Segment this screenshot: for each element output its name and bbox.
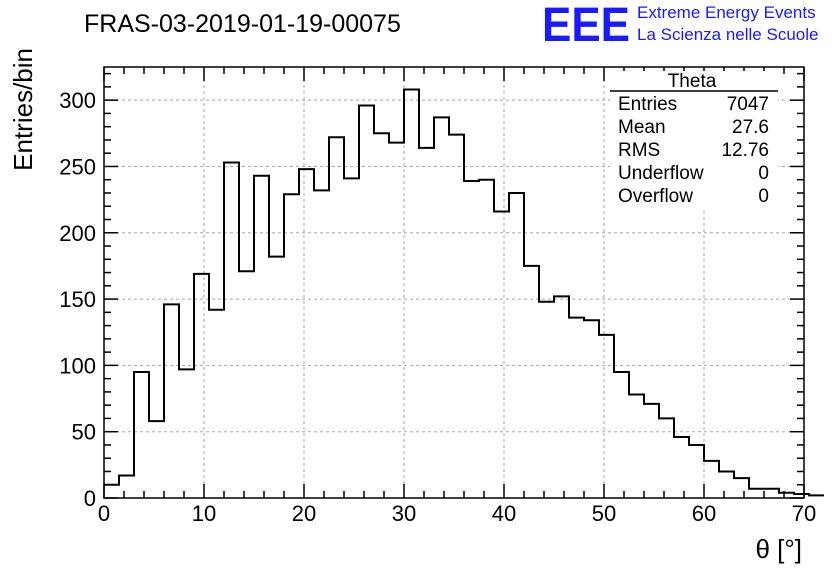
ticks-layer — [103, 67, 805, 499]
histogram-bin — [569, 318, 584, 498]
histogram-bin — [659, 418, 674, 498]
histogram-bin — [464, 181, 479, 498]
histogram-bin — [134, 372, 149, 498]
stats-value-overflow: 0 — [758, 186, 769, 207]
histogram-bin — [704, 461, 719, 498]
histogram-bin — [239, 271, 254, 498]
histogram-bin — [329, 137, 344, 498]
histogram-bin — [599, 335, 614, 498]
x-tick-label: 0 — [98, 501, 110, 526]
histogram-bin — [314, 190, 329, 498]
histogram-bin — [254, 176, 269, 498]
histogram-bin — [449, 135, 464, 498]
y-tick-label: 100 — [59, 353, 96, 378]
x-tick-label: 10 — [192, 501, 216, 526]
stats-label-underflow: Underflow — [618, 163, 704, 184]
y-tick-label: 150 — [59, 287, 96, 312]
histogram-bin — [179, 369, 194, 498]
histogram-outline — [104, 88, 824, 497]
histogram-bin — [284, 194, 299, 498]
stats-value-underflow: 0 — [758, 163, 769, 184]
histogram-bin — [539, 302, 554, 498]
logo-line-2: La Scienza nelle Scuole — [637, 25, 818, 44]
y-tick-label: 50 — [72, 420, 96, 445]
histogram-bin — [119, 475, 134, 498]
histogram-bin — [374, 133, 389, 498]
x-axis-title: θ [°] — [755, 534, 802, 564]
eee-logo: EEE Extreme Energy Events La Scienza nel… — [542, 0, 818, 52]
histogram-bin — [404, 90, 419, 498]
histogram-bin — [344, 178, 359, 498]
eee-logo-mark: EEE — [542, 0, 630, 52]
histogram-bin — [104, 485, 119, 498]
stats-box: Theta Entries 7047 Mean 27.6 RMS 12.76 U… — [610, 71, 778, 211]
y-tick-label: 250 — [59, 154, 96, 179]
histogram-bin — [509, 193, 524, 498]
histogram-bin — [194, 274, 209, 498]
histogram-bin — [749, 489, 764, 498]
histogram-bin — [689, 445, 704, 498]
histogram-bin — [764, 489, 779, 498]
histogram-bin — [209, 310, 224, 498]
histogram-bin — [269, 257, 284, 498]
x-tick-label: 40 — [492, 501, 516, 526]
chart-title: FRAS-03-2019-01-19-00075 — [84, 10, 401, 38]
stats-label-rms: RMS — [618, 140, 660, 161]
histogram-bin — [389, 143, 404, 498]
x-tick-label: 30 — [392, 501, 416, 526]
stats-label-overflow: Overflow — [618, 186, 693, 207]
stats-value-entries: 7047 — [727, 94, 769, 115]
x-tick-label: 50 — [592, 501, 616, 526]
histogram-bin — [554, 296, 569, 498]
stats-box-background — [610, 71, 778, 211]
x-tick-label: 20 — [292, 501, 316, 526]
histogram-bin — [734, 478, 749, 498]
histogram-bin — [359, 105, 374, 498]
histogram-bin — [809, 495, 824, 498]
y-tick-label: 0 — [84, 486, 96, 511]
histogram-bin — [629, 395, 644, 498]
y-tick-label: 300 — [59, 88, 96, 113]
histogram-bin — [674, 437, 689, 498]
histogram-bin — [644, 404, 659, 498]
histogram-bin — [719, 471, 734, 498]
histogram-bin — [419, 148, 434, 498]
stats-value-rms: 12.76 — [721, 140, 769, 161]
tick-labels-layer: 0 10 20 30 40 50 60 70 0 50 100 150 200 250 300 — [59, 88, 816, 526]
stats-value-mean: 27.6 — [732, 117, 769, 138]
histogram-bin — [434, 117, 449, 498]
stats-label-mean: Mean — [618, 117, 666, 138]
histogram-bin — [299, 169, 314, 498]
logo-line-1: Extreme Energy Events — [637, 3, 816, 22]
y-axis-title: Entries/bin — [8, 48, 38, 171]
histogram-bin — [224, 162, 239, 498]
x-tick-label: 70 — [792, 501, 816, 526]
histogram-bin — [149, 421, 164, 498]
histogram-bin — [524, 266, 539, 498]
plot-frame — [103, 66, 805, 499]
histogram-bin — [479, 180, 494, 498]
histogram-bin — [614, 372, 629, 498]
stats-label-entries: Entries — [618, 94, 677, 115]
histogram-bin — [494, 212, 509, 498]
histogram-bin — [164, 304, 179, 498]
y-tick-label: 200 — [59, 221, 96, 246]
stats-title: Theta — [668, 71, 717, 92]
histogram-bin — [779, 493, 794, 498]
histogram-bin — [584, 320, 599, 498]
histogram-bin — [794, 494, 809, 498]
x-tick-label: 60 — [692, 501, 716, 526]
